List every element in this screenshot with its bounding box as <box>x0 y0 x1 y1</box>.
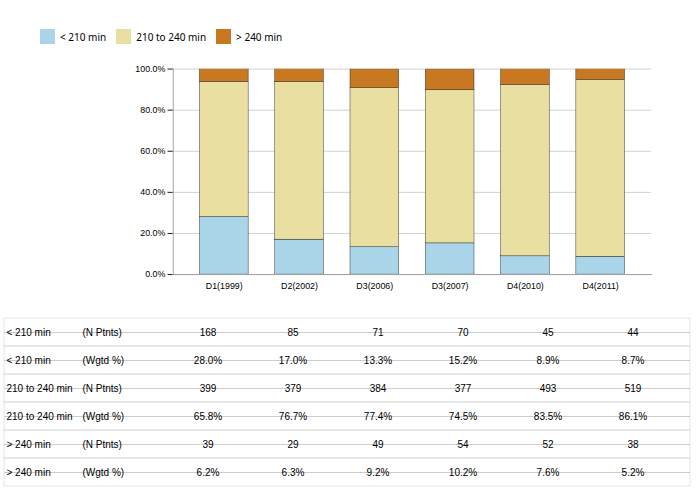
svg-text:(N Ptnts): (N Ptnts) <box>83 383 122 394</box>
svg-text:493: 493 <box>540 383 557 394</box>
svg-text:60.0%: 60.0% <box>140 146 165 156</box>
svg-text:20.0%: 20.0% <box>140 228 165 238</box>
svg-text:(Wgtd %): (Wgtd %) <box>83 467 125 478</box>
svg-text:44: 44 <box>627 327 639 338</box>
svg-text:39: 39 <box>202 439 214 450</box>
svg-text:49: 49 <box>372 439 384 450</box>
svg-text:77.4%: 77.4% <box>364 411 392 422</box>
svg-text:(N Ptnts): (N Ptnts) <box>83 327 122 338</box>
svg-text:210 to 240 min: 210 to 240 min <box>7 411 73 422</box>
svg-text:379: 379 <box>285 383 302 394</box>
svg-text:168: 168 <box>200 327 217 338</box>
svg-text:100.0%: 100.0% <box>135 64 165 74</box>
svg-text:10.2%: 10.2% <box>449 467 477 478</box>
svg-text:28.0%: 28.0% <box>194 355 222 366</box>
svg-text:40.0%: 40.0% <box>140 187 165 197</box>
svg-text:74.5%: 74.5% <box>449 411 477 422</box>
svg-text:52: 52 <box>542 439 554 450</box>
svg-text:> 240 min: > 240 min <box>7 467 51 478</box>
svg-text:45: 45 <box>542 327 554 338</box>
svg-text:D4(2011): D4(2011) <box>583 281 619 291</box>
svg-text:85: 85 <box>287 327 299 338</box>
svg-text:519: 519 <box>625 383 642 394</box>
svg-text:29: 29 <box>287 439 299 450</box>
svg-text:5.2%: 5.2% <box>622 467 645 478</box>
html-text:< 210 min: < 210 min <box>60 29 107 44</box>
svg-text:< 210 min: < 210 min <box>7 355 51 366</box>
svg-text:0.0%: 0.0% <box>145 269 165 279</box>
svg-text:17.0%: 17.0% <box>279 355 307 366</box>
svg-text:(Wgtd %): (Wgtd %) <box>83 355 125 366</box>
svg-text:65.8%: 65.8% <box>194 411 222 422</box>
svg-text:6.3%: 6.3% <box>282 467 305 478</box>
svg-text:13.3%: 13.3% <box>364 355 392 366</box>
svg-text:70: 70 <box>457 327 469 338</box>
svg-text:399: 399 <box>200 383 217 394</box>
svg-text:80.0%: 80.0% <box>140 105 165 115</box>
svg-text:D1(1999): D1(1999) <box>206 281 243 291</box>
svg-text:377: 377 <box>455 383 472 394</box>
svg-text:< 210 min: < 210 min <box>7 327 51 338</box>
svg-text:15.2%: 15.2% <box>449 355 477 366</box>
html-text:210 to 240 min: 210 to 240 min <box>136 29 207 44</box>
html-text:> 240 min: > 240 min <box>236 29 283 44</box>
svg-text:D4(2010): D4(2010) <box>507 281 544 291</box>
svg-text:7.6%: 7.6% <box>537 467 560 478</box>
svg-text:86.1%: 86.1% <box>619 411 647 422</box>
svg-text:210 to 240 min: 210 to 240 min <box>7 383 73 394</box>
svg-text:38: 38 <box>627 439 639 450</box>
svg-text:D2(2002): D2(2002) <box>281 281 318 291</box>
svg-text:9.2%: 9.2% <box>367 467 390 478</box>
svg-text:8.7%: 8.7% <box>622 355 645 366</box>
svg-text:D3(2007): D3(2007) <box>432 281 469 291</box>
svg-text:83.5%: 83.5% <box>534 411 562 422</box>
svg-text:384: 384 <box>370 383 387 394</box>
svg-text:6.2%: 6.2% <box>197 467 220 478</box>
svg-text:(Wgtd %): (Wgtd %) <box>83 411 125 422</box>
svg-text:8.9%: 8.9% <box>537 355 560 366</box>
svg-text:71: 71 <box>372 327 384 338</box>
svg-text:76.7%: 76.7% <box>279 411 307 422</box>
svg-text:(N Ptnts): (N Ptnts) <box>83 439 122 450</box>
svg-text:D3(2006): D3(2006) <box>356 281 393 291</box>
svg-text:54: 54 <box>457 439 469 450</box>
svg-text:> 240 min: > 240 min <box>7 439 51 450</box>
